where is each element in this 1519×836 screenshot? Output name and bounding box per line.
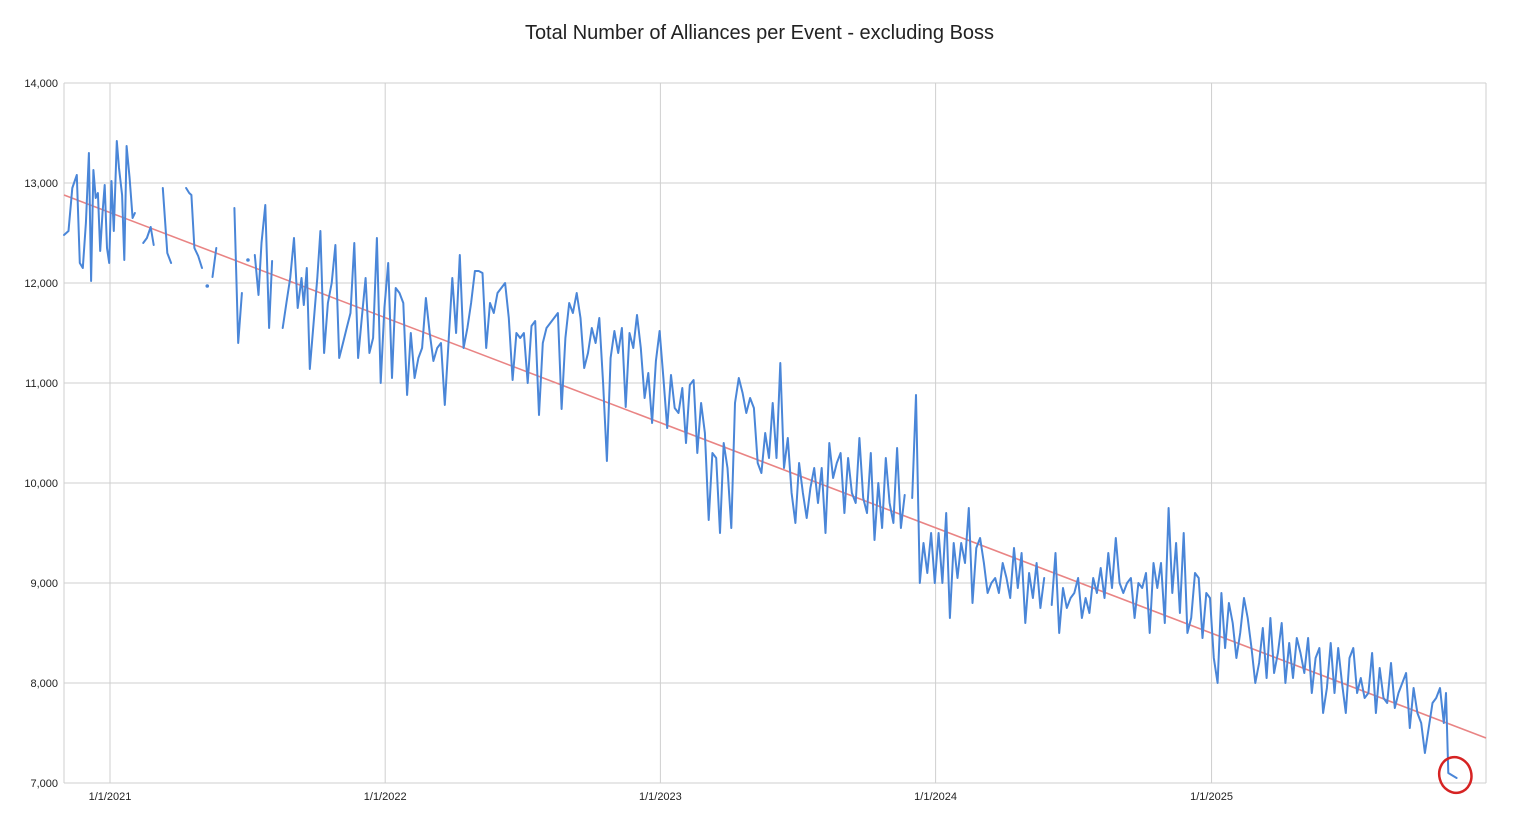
series-line-segment xyxy=(142,226,155,246)
series-line-segment xyxy=(233,207,243,344)
y-tick-label: 11,000 xyxy=(25,378,58,390)
y-tick-label: 9,000 xyxy=(30,578,58,590)
y-tick-label: 12,000 xyxy=(24,278,58,290)
y-tick-label: 8,000 xyxy=(30,678,58,690)
x-tick-label: 1/1/2022 xyxy=(364,791,407,803)
series-layer xyxy=(63,140,1458,779)
highlight-circle xyxy=(1437,755,1473,795)
series-line-segment xyxy=(911,394,1046,624)
series-line-segment xyxy=(281,230,906,541)
series-line-segment xyxy=(211,247,218,278)
y-tick-label: 10,000 xyxy=(24,478,58,490)
series-line-segment xyxy=(63,140,136,282)
series-line-segment xyxy=(253,204,274,329)
chart-title: Total Number of Alliances per Event - ex… xyxy=(524,22,995,44)
x-tick-label: 1/1/2023 xyxy=(639,791,682,803)
x-tick-label: 1/1/2021 xyxy=(89,791,132,803)
series-point xyxy=(205,284,210,288)
y-tick-label: 7,000 xyxy=(30,778,58,790)
y-tick-label: 13,000 xyxy=(24,178,58,190)
series-line-segment xyxy=(185,187,203,269)
series-line-segment xyxy=(161,187,173,264)
x-tick-label: 1/1/2024 xyxy=(914,791,957,803)
annotation-layer xyxy=(1437,755,1473,795)
y-tick-label: 14,000 xyxy=(24,78,58,90)
axes: 7,000 8,000 9,000 10,000 11,000 12,000 13,000 1… xyxy=(24,78,1233,803)
series-line-segment xyxy=(1050,507,1458,779)
x-tick-label: 1/1/2025 xyxy=(1190,791,1233,803)
series-point xyxy=(246,258,250,262)
